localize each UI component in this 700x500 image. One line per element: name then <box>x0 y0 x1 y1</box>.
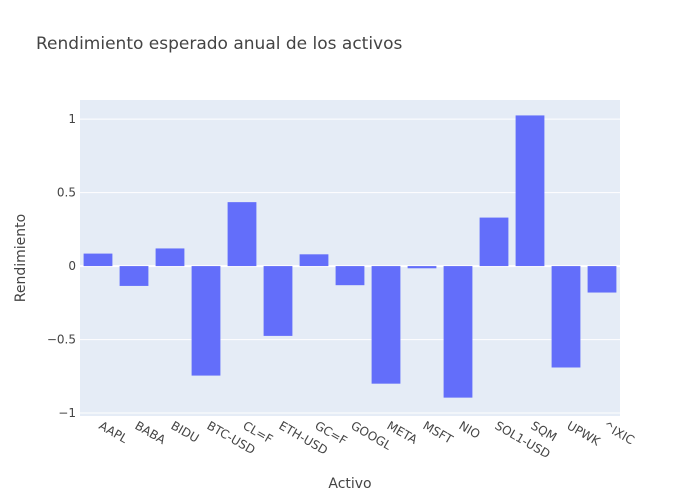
x-tick-label: NIO <box>457 418 483 441</box>
x-tick-label: BABA <box>133 418 169 447</box>
bar <box>191 266 221 376</box>
bar <box>299 254 329 267</box>
bar <box>407 266 437 269</box>
bar <box>119 266 149 286</box>
bar <box>515 115 545 267</box>
bars <box>83 115 617 398</box>
x-tick-label: UPWK <box>565 418 604 449</box>
bar <box>443 266 473 398</box>
bar <box>371 266 401 384</box>
x-tick-label: GOOGL <box>349 418 395 452</box>
bar <box>263 266 293 336</box>
bar <box>551 266 581 368</box>
x-tick-label: AAPL <box>97 418 131 446</box>
y-tick-label: 0 <box>68 259 76 273</box>
y-tick-label: 1 <box>68 112 76 126</box>
bar <box>83 253 113 267</box>
y-tick-label: −0.5 <box>47 333 76 347</box>
bar <box>155 248 185 267</box>
y-axis-title: Rendimiento <box>13 214 29 302</box>
x-tick-label: BIDU <box>169 418 202 445</box>
x-tick-label: ^IXIC <box>601 418 637 447</box>
y-tick-label: −1 <box>58 406 76 420</box>
x-axis-title: Activo <box>328 476 371 492</box>
y-axis-ticks: −1 −0.5 0 0.5 1 <box>47 112 76 420</box>
bar <box>587 266 617 293</box>
chart-title: Rendimiento esperado anual de los activo… <box>36 34 403 54</box>
x-tick-label: MSFT <box>421 418 456 446</box>
bar <box>227 202 257 267</box>
bar <box>335 266 365 286</box>
y-tick-label: 0.5 <box>57 186 76 200</box>
bar <box>479 217 509 267</box>
